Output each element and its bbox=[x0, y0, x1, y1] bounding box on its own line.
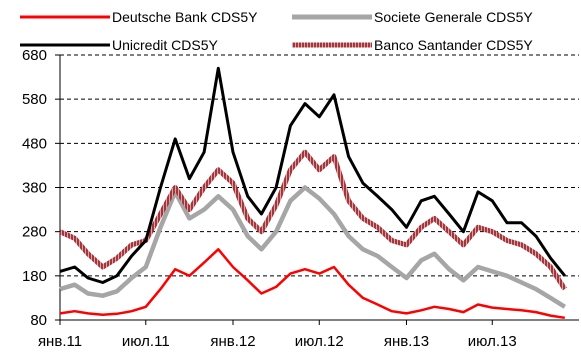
y-tick-label: 380 bbox=[22, 180, 47, 197]
legend-label: Banco Santander CDS5Y bbox=[374, 37, 533, 53]
y-tick-label: 480 bbox=[22, 135, 47, 152]
series-line bbox=[59, 185, 566, 309]
series-line bbox=[59, 248, 565, 320]
x-tick-label: янв.12 bbox=[210, 333, 255, 350]
x-tick-label: янв.11 bbox=[38, 333, 82, 350]
legend-label: Unicredit CDS5Y bbox=[112, 37, 218, 53]
legend-label: Deutsche Bank CDS5Y bbox=[112, 9, 258, 25]
y-tick-label: 580 bbox=[22, 91, 47, 108]
legend-label: Societe Generale CDS5Y bbox=[374, 9, 533, 25]
y-tick-label: 80 bbox=[30, 312, 47, 329]
series-line bbox=[59, 66, 566, 284]
gridlines bbox=[60, 54, 579, 277]
x-tick-label: июл.11 bbox=[122, 333, 170, 350]
axes: 80 180 280 380 480 580 680 янв.11 июл.11 янв.12 ию… bbox=[22, 47, 579, 350]
x-tick-label: янв.13 bbox=[384, 333, 429, 350]
y-tick-label: 280 bbox=[22, 224, 47, 241]
x-tick-label: июл.13 bbox=[468, 333, 517, 350]
x-tick-label: июл.12 bbox=[295, 333, 344, 350]
y-tick-label: 180 bbox=[22, 268, 47, 285]
series-group bbox=[58, 66, 567, 320]
y-tick-label: 680 bbox=[22, 47, 47, 64]
legend: Deutsche Bank CDS5Y Societe Generale CDS5… bbox=[20, 9, 533, 53]
